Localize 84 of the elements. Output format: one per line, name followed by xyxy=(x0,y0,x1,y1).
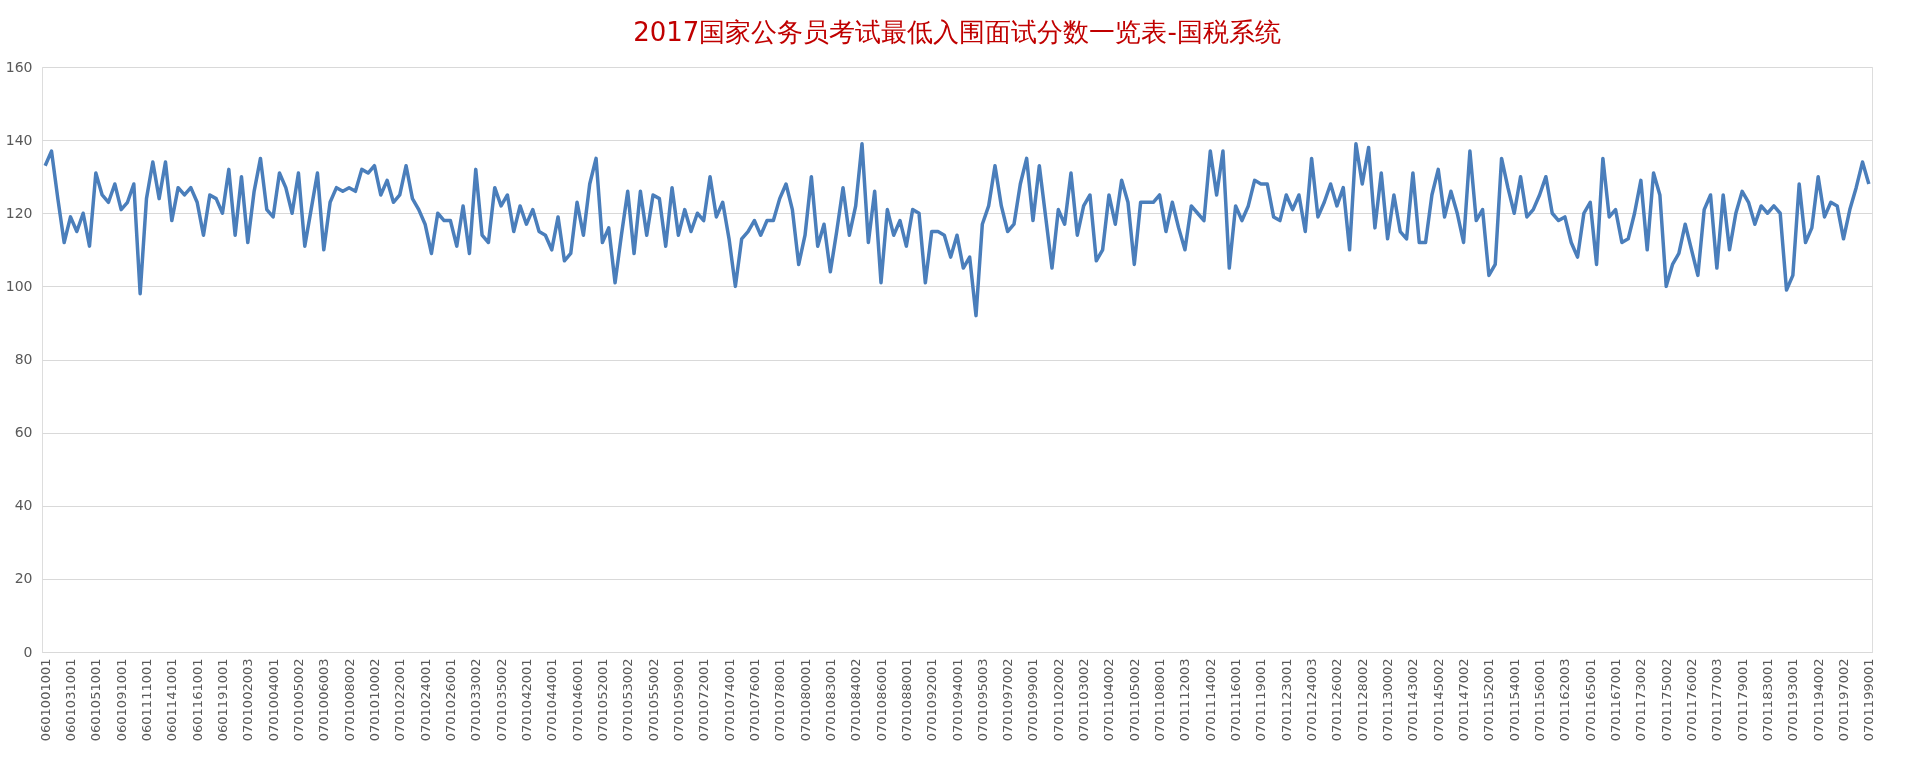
x-tick-label: 0701097002 xyxy=(1000,658,1016,742)
x-tick-label: 0701088001 xyxy=(898,658,914,742)
x-tick-label: 0701126002 xyxy=(1329,658,1345,742)
x-tick-label: 0701035002 xyxy=(493,658,509,742)
x-tick-label: 0701005002 xyxy=(290,658,306,742)
x-tick-label: 0701108001 xyxy=(1152,658,1168,742)
x-tick-label: 0701175002 xyxy=(1658,658,1674,742)
x-tick-label: 0701084002 xyxy=(848,658,864,742)
x-tick-label: 0701173002 xyxy=(1633,658,1649,742)
x-tick-label: 0701130002 xyxy=(1380,658,1396,742)
x-tick-label: 0601141001 xyxy=(164,658,180,742)
x-tick-label: 0701094001 xyxy=(949,658,965,742)
x-tick-label: 0701022001 xyxy=(392,658,408,742)
y-tick-label: 40 xyxy=(14,497,33,514)
y-tick-label: 20 xyxy=(14,570,33,587)
x-tick-label: 0701052001 xyxy=(594,658,610,742)
x-tick-label: 0601051001 xyxy=(88,658,104,742)
x-tick-label: 0701199001 xyxy=(1861,658,1877,742)
x-tick-label: 0701124003 xyxy=(1304,658,1320,742)
x-tick-label: 0701010002 xyxy=(366,658,382,742)
x-tick-label: 0701102002 xyxy=(1050,658,1066,742)
x-tick-label: 0701154001 xyxy=(1506,658,1522,742)
x-tick-label: 0701104002 xyxy=(1101,658,1117,742)
x-tick-label: 0601191001 xyxy=(214,658,230,742)
x-tick-label: 0701103002 xyxy=(1076,658,1092,742)
x-tick-label: 0601111001 xyxy=(138,658,154,742)
x-tick-label: 0701183001 xyxy=(1760,658,1776,742)
x-tick-label: 0701092001 xyxy=(924,658,940,742)
x-tick-label: 0701072001 xyxy=(696,658,712,742)
x-tick-label: 0701197002 xyxy=(1836,658,1852,742)
x-tick-label: 0601161001 xyxy=(189,658,205,742)
x-tick-label: 0701177003 xyxy=(1709,658,1725,742)
x-tick-label: 0701116001 xyxy=(1228,658,1244,742)
x-tick-label: 0701167001 xyxy=(1608,658,1624,742)
x-tick-label: 0701128002 xyxy=(1354,658,1370,742)
x-tick-label: 0601001001 xyxy=(37,658,53,742)
x-tick-label: 0701033002 xyxy=(468,658,484,742)
x-tick-label: 0701024001 xyxy=(417,658,433,742)
x-tick-label: 0701119001 xyxy=(1253,658,1269,742)
x-tick-label: 0701046001 xyxy=(569,658,585,742)
x-tick-label: 0701123001 xyxy=(1278,658,1294,742)
x-tick-label: 0701176002 xyxy=(1684,658,1700,742)
x-tick-label: 0701002003 xyxy=(240,658,256,742)
x-tick-label: 0701004001 xyxy=(265,658,281,742)
chart-title: 2017国家公务员考试最低入围面试分数一览表-国税系统 xyxy=(633,17,1281,47)
x-tick-label: 0701076001 xyxy=(746,658,762,742)
x-tick-label: 0701074001 xyxy=(721,658,737,742)
x-tick-label: 0701114002 xyxy=(1202,658,1218,742)
x-tick-label: 0701156001 xyxy=(1532,658,1548,742)
x-tick-label: 0701026001 xyxy=(442,658,458,742)
x-tick-label: 0701105002 xyxy=(1126,658,1142,742)
x-tick-label: 0701055002 xyxy=(645,658,661,742)
y-tick-label: 140 xyxy=(5,131,33,148)
x-tick-label: 0701145002 xyxy=(1430,658,1446,742)
x-tick-label: 0701006003 xyxy=(316,658,332,742)
x-tick-label: 0701179001 xyxy=(1734,658,1750,742)
line-series xyxy=(43,142,1871,318)
x-tick-label: 0701143002 xyxy=(1405,658,1421,742)
x-tick-label: 0601091001 xyxy=(113,658,129,742)
x-tick-label: 0701147002 xyxy=(1456,658,1472,742)
x-tick-label: 0701165001 xyxy=(1582,658,1598,742)
x-tick-label: 0701193001 xyxy=(1785,658,1801,742)
x-tick-label: 0701194002 xyxy=(1810,658,1826,742)
x-tick-label: 0701099001 xyxy=(1025,658,1041,742)
y-tick-label: 160 xyxy=(5,58,33,75)
x-tick-label: 0701095003 xyxy=(974,658,990,742)
x-tick-label: 0701042001 xyxy=(518,658,534,742)
y-tick-label: 120 xyxy=(5,204,33,221)
x-tick-label: 0701152001 xyxy=(1481,658,1497,742)
x-tick-label: 0701080001 xyxy=(797,658,813,742)
x-tick-label: 0701059001 xyxy=(670,658,686,742)
x-tick-label: 0701078001 xyxy=(772,658,788,742)
x-tick-label: 0701162003 xyxy=(1557,658,1573,742)
y-tick-label: 60 xyxy=(14,424,33,441)
x-tick-label: 0601031001 xyxy=(62,658,78,742)
x-tick-label: 0701044001 xyxy=(544,658,560,742)
y-tick-label: 0 xyxy=(23,643,33,660)
x-tick-label: 0701112003 xyxy=(1177,658,1193,742)
x-tick-label: 0701086001 xyxy=(873,658,889,742)
x-tick-label: 0701083001 xyxy=(822,658,838,742)
y-tick-label: 100 xyxy=(5,277,33,294)
x-tick-label: 0701008002 xyxy=(341,658,357,742)
y-tick-label: 80 xyxy=(14,351,33,367)
x-tick-label: 0701053002 xyxy=(620,658,636,742)
